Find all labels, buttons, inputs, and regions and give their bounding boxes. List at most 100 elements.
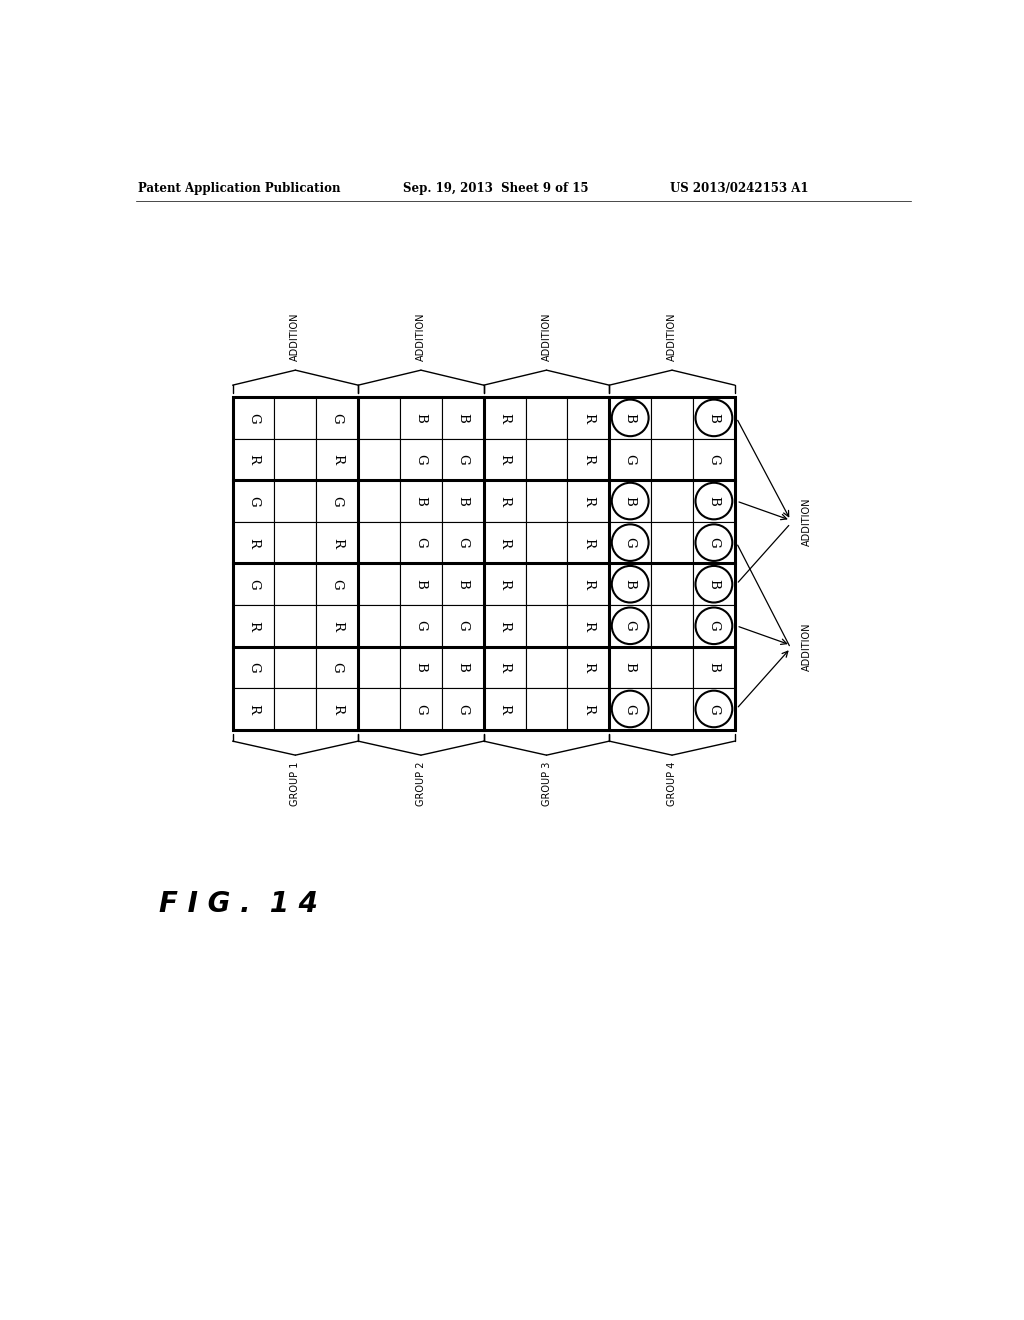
- Bar: [693, 605, 735, 647]
- Text: R: R: [582, 579, 595, 589]
- Text: R: R: [247, 620, 260, 631]
- Text: G: G: [331, 579, 344, 590]
- Bar: [442, 480, 483, 521]
- Text: GROUP 4: GROUP 4: [667, 762, 677, 805]
- Text: B: B: [415, 496, 427, 506]
- Text: F I G .  1 4: F I G . 1 4: [159, 890, 317, 917]
- Text: G: G: [457, 454, 469, 465]
- Bar: [442, 647, 483, 688]
- Bar: [232, 397, 274, 438]
- Text: ADDITION: ADDITION: [802, 622, 812, 671]
- Bar: [609, 438, 651, 480]
- Bar: [442, 521, 483, 564]
- Text: ADDITION: ADDITION: [542, 313, 552, 360]
- Bar: [316, 480, 358, 521]
- Text: G: G: [708, 704, 721, 714]
- Bar: [483, 397, 525, 438]
- Text: ADDITION: ADDITION: [802, 498, 812, 546]
- Text: R: R: [498, 579, 511, 589]
- Bar: [693, 438, 735, 480]
- Bar: [400, 480, 442, 521]
- Bar: [525, 480, 567, 521]
- Bar: [232, 605, 274, 647]
- Bar: [232, 438, 274, 480]
- Bar: [232, 647, 274, 688]
- Bar: [274, 521, 316, 564]
- Bar: [442, 564, 483, 605]
- Bar: [358, 688, 400, 730]
- Text: Sep. 19, 2013  Sheet 9 of 15: Sep. 19, 2013 Sheet 9 of 15: [403, 182, 589, 194]
- Text: B: B: [415, 413, 427, 422]
- Bar: [567, 521, 609, 564]
- Text: R: R: [247, 537, 260, 548]
- Text: G: G: [708, 537, 721, 548]
- Bar: [609, 397, 651, 438]
- Text: R: R: [498, 663, 511, 672]
- Text: R: R: [498, 620, 511, 631]
- Text: R: R: [582, 496, 595, 506]
- Bar: [274, 605, 316, 647]
- Bar: [400, 397, 442, 438]
- Bar: [567, 397, 609, 438]
- Bar: [693, 688, 735, 730]
- Text: US 2013/0242153 A1: US 2013/0242153 A1: [671, 182, 809, 194]
- Bar: [316, 647, 358, 688]
- Bar: [483, 521, 525, 564]
- Text: R: R: [498, 704, 511, 714]
- Text: B: B: [415, 663, 427, 672]
- Bar: [651, 397, 693, 438]
- Text: Patent Application Publication: Patent Application Publication: [138, 182, 341, 194]
- Bar: [483, 647, 525, 688]
- Text: R: R: [582, 413, 595, 422]
- Bar: [483, 688, 525, 730]
- Text: G: G: [415, 454, 427, 465]
- Bar: [609, 688, 651, 730]
- Bar: [693, 480, 735, 521]
- Bar: [442, 438, 483, 480]
- Bar: [400, 605, 442, 647]
- Bar: [525, 688, 567, 730]
- Bar: [274, 564, 316, 605]
- Bar: [609, 564, 651, 605]
- Text: R: R: [331, 704, 344, 714]
- Text: G: G: [624, 704, 637, 714]
- Text: B: B: [624, 496, 637, 506]
- Bar: [274, 397, 316, 438]
- Bar: [609, 480, 651, 521]
- Text: B: B: [708, 413, 721, 422]
- Bar: [358, 564, 400, 605]
- Bar: [651, 647, 693, 688]
- Text: R: R: [331, 620, 344, 631]
- Bar: [232, 480, 274, 521]
- Text: B: B: [457, 413, 469, 422]
- Bar: [274, 438, 316, 480]
- Text: G: G: [331, 413, 344, 424]
- Text: G: G: [247, 663, 260, 673]
- Bar: [609, 605, 651, 647]
- Text: R: R: [331, 454, 344, 465]
- Bar: [609, 647, 651, 688]
- Text: B: B: [624, 579, 637, 589]
- Bar: [232, 397, 735, 730]
- Bar: [358, 647, 400, 688]
- Text: B: B: [457, 579, 469, 589]
- Bar: [567, 605, 609, 647]
- Text: G: G: [708, 620, 721, 631]
- Bar: [651, 564, 693, 605]
- Text: R: R: [582, 704, 595, 714]
- Text: G: G: [247, 413, 260, 424]
- Bar: [693, 564, 735, 605]
- Bar: [316, 605, 358, 647]
- Text: B: B: [708, 496, 721, 506]
- Bar: [651, 605, 693, 647]
- Text: G: G: [331, 496, 344, 507]
- Text: G: G: [624, 620, 637, 631]
- Bar: [442, 688, 483, 730]
- Text: G: G: [247, 579, 260, 590]
- Text: G: G: [247, 496, 260, 507]
- Bar: [358, 397, 400, 438]
- Bar: [567, 688, 609, 730]
- Bar: [567, 480, 609, 521]
- Bar: [442, 605, 483, 647]
- Bar: [525, 521, 567, 564]
